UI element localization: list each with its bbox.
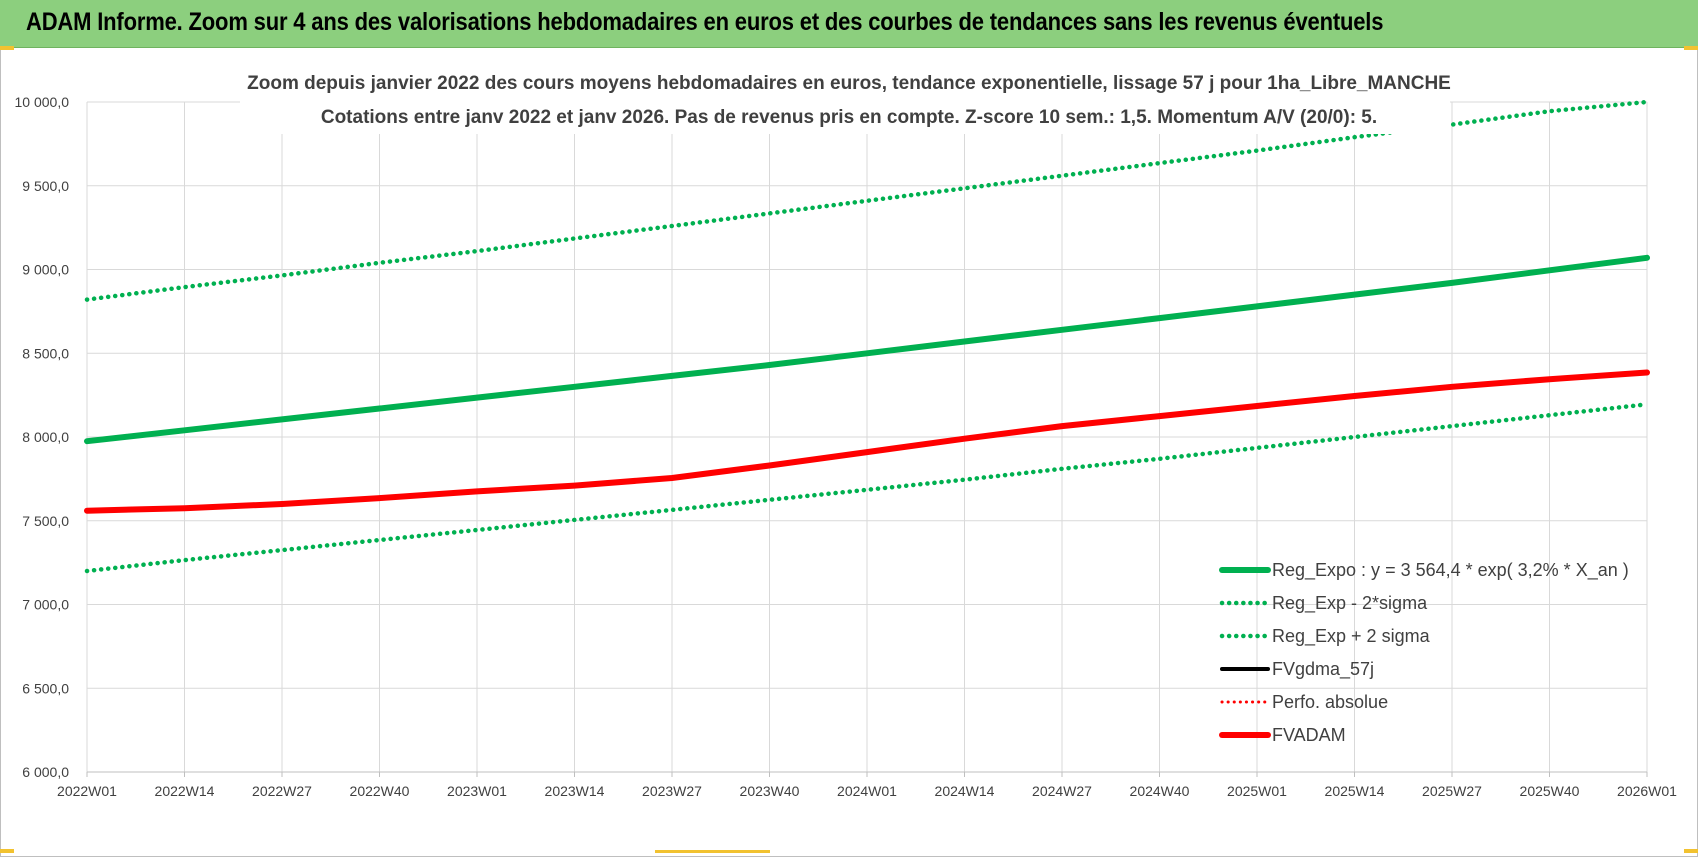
y-tick-label: 7 500,0	[22, 513, 69, 529]
x-tick-label: 2024W14	[935, 783, 995, 799]
series-line-0	[84, 254, 1650, 445]
x-tick-label: 2025W27	[1422, 783, 1482, 799]
y-tick-label: 8 500,0	[22, 345, 69, 361]
legend-label: Reg_Expo : y = 3 564,4 * exp( 3,2% * X_a…	[1272, 560, 1629, 581]
x-tick-label: 2022W14	[155, 783, 215, 799]
corner-marker-top-left	[0, 46, 14, 50]
y-tick-label: 7 000,0	[22, 597, 69, 613]
x-tick-label: 2023W27	[642, 783, 702, 799]
x-tick-label: 2026W01	[1617, 783, 1677, 799]
x-tick-label: 2024W27	[1032, 783, 1092, 799]
series-line-5	[84, 369, 1650, 514]
x-tick-label: 2022W27	[252, 783, 312, 799]
x-tick-label: 2025W40	[1520, 783, 1580, 799]
legend-label: Perfo. absolue	[1272, 692, 1388, 712]
x-tick-label: 2023W01	[447, 783, 507, 799]
x-tick-label: 2023W40	[740, 783, 800, 799]
x-tick-label: 2022W40	[350, 783, 410, 799]
corner-marker-top-right	[1684, 46, 1698, 50]
corner-marker-bottom-right	[1684, 849, 1698, 853]
legend-label: FVgdma_57j	[1272, 659, 1374, 680]
legend-label: Reg_Exp + 2 sigma	[1272, 626, 1431, 647]
y-tick-label: 10 000,0	[15, 94, 70, 110]
series-line-1	[84, 402, 1650, 574]
chart-subtitle-line: Cotations entre janv 2022 et janv 2026. …	[321, 107, 1377, 128]
x-tick-label: 2023W14	[545, 783, 605, 799]
corner-marker-bottom-left	[0, 849, 14, 853]
chart-subtitle-line: Zoom depuis janvier 2022 des cours moyen…	[247, 73, 1451, 94]
y-tick-label: 6 500,0	[22, 680, 69, 696]
y-tick-label: 9 500,0	[22, 178, 69, 194]
x-tick-label: 2025W01	[1227, 783, 1287, 799]
legend-label: Reg_Exp - 2*sigma	[1272, 593, 1428, 614]
series-line-2	[84, 99, 1650, 302]
y-tick-label: 8 000,0	[22, 429, 69, 445]
x-tick-label: 2025W14	[1325, 783, 1385, 799]
banner-title: ADAM Informe. Zoom sur 4 ans des valoris…	[26, 8, 1384, 36]
title-banner: ADAM Informe. Zoom sur 4 ans des valoris…	[0, 0, 1698, 48]
y-tick-label: 6 000,0	[22, 764, 69, 780]
selection-handle-bottom	[655, 850, 770, 853]
x-tick-label: 2024W40	[1130, 783, 1190, 799]
subtitle-box	[240, 64, 1450, 134]
legend-label: FVADAM	[1272, 725, 1346, 745]
x-tick-label: 2022W01	[57, 783, 117, 799]
x-tick-label: 2024W01	[837, 783, 897, 799]
y-tick-label: 9 000,0	[22, 262, 69, 278]
